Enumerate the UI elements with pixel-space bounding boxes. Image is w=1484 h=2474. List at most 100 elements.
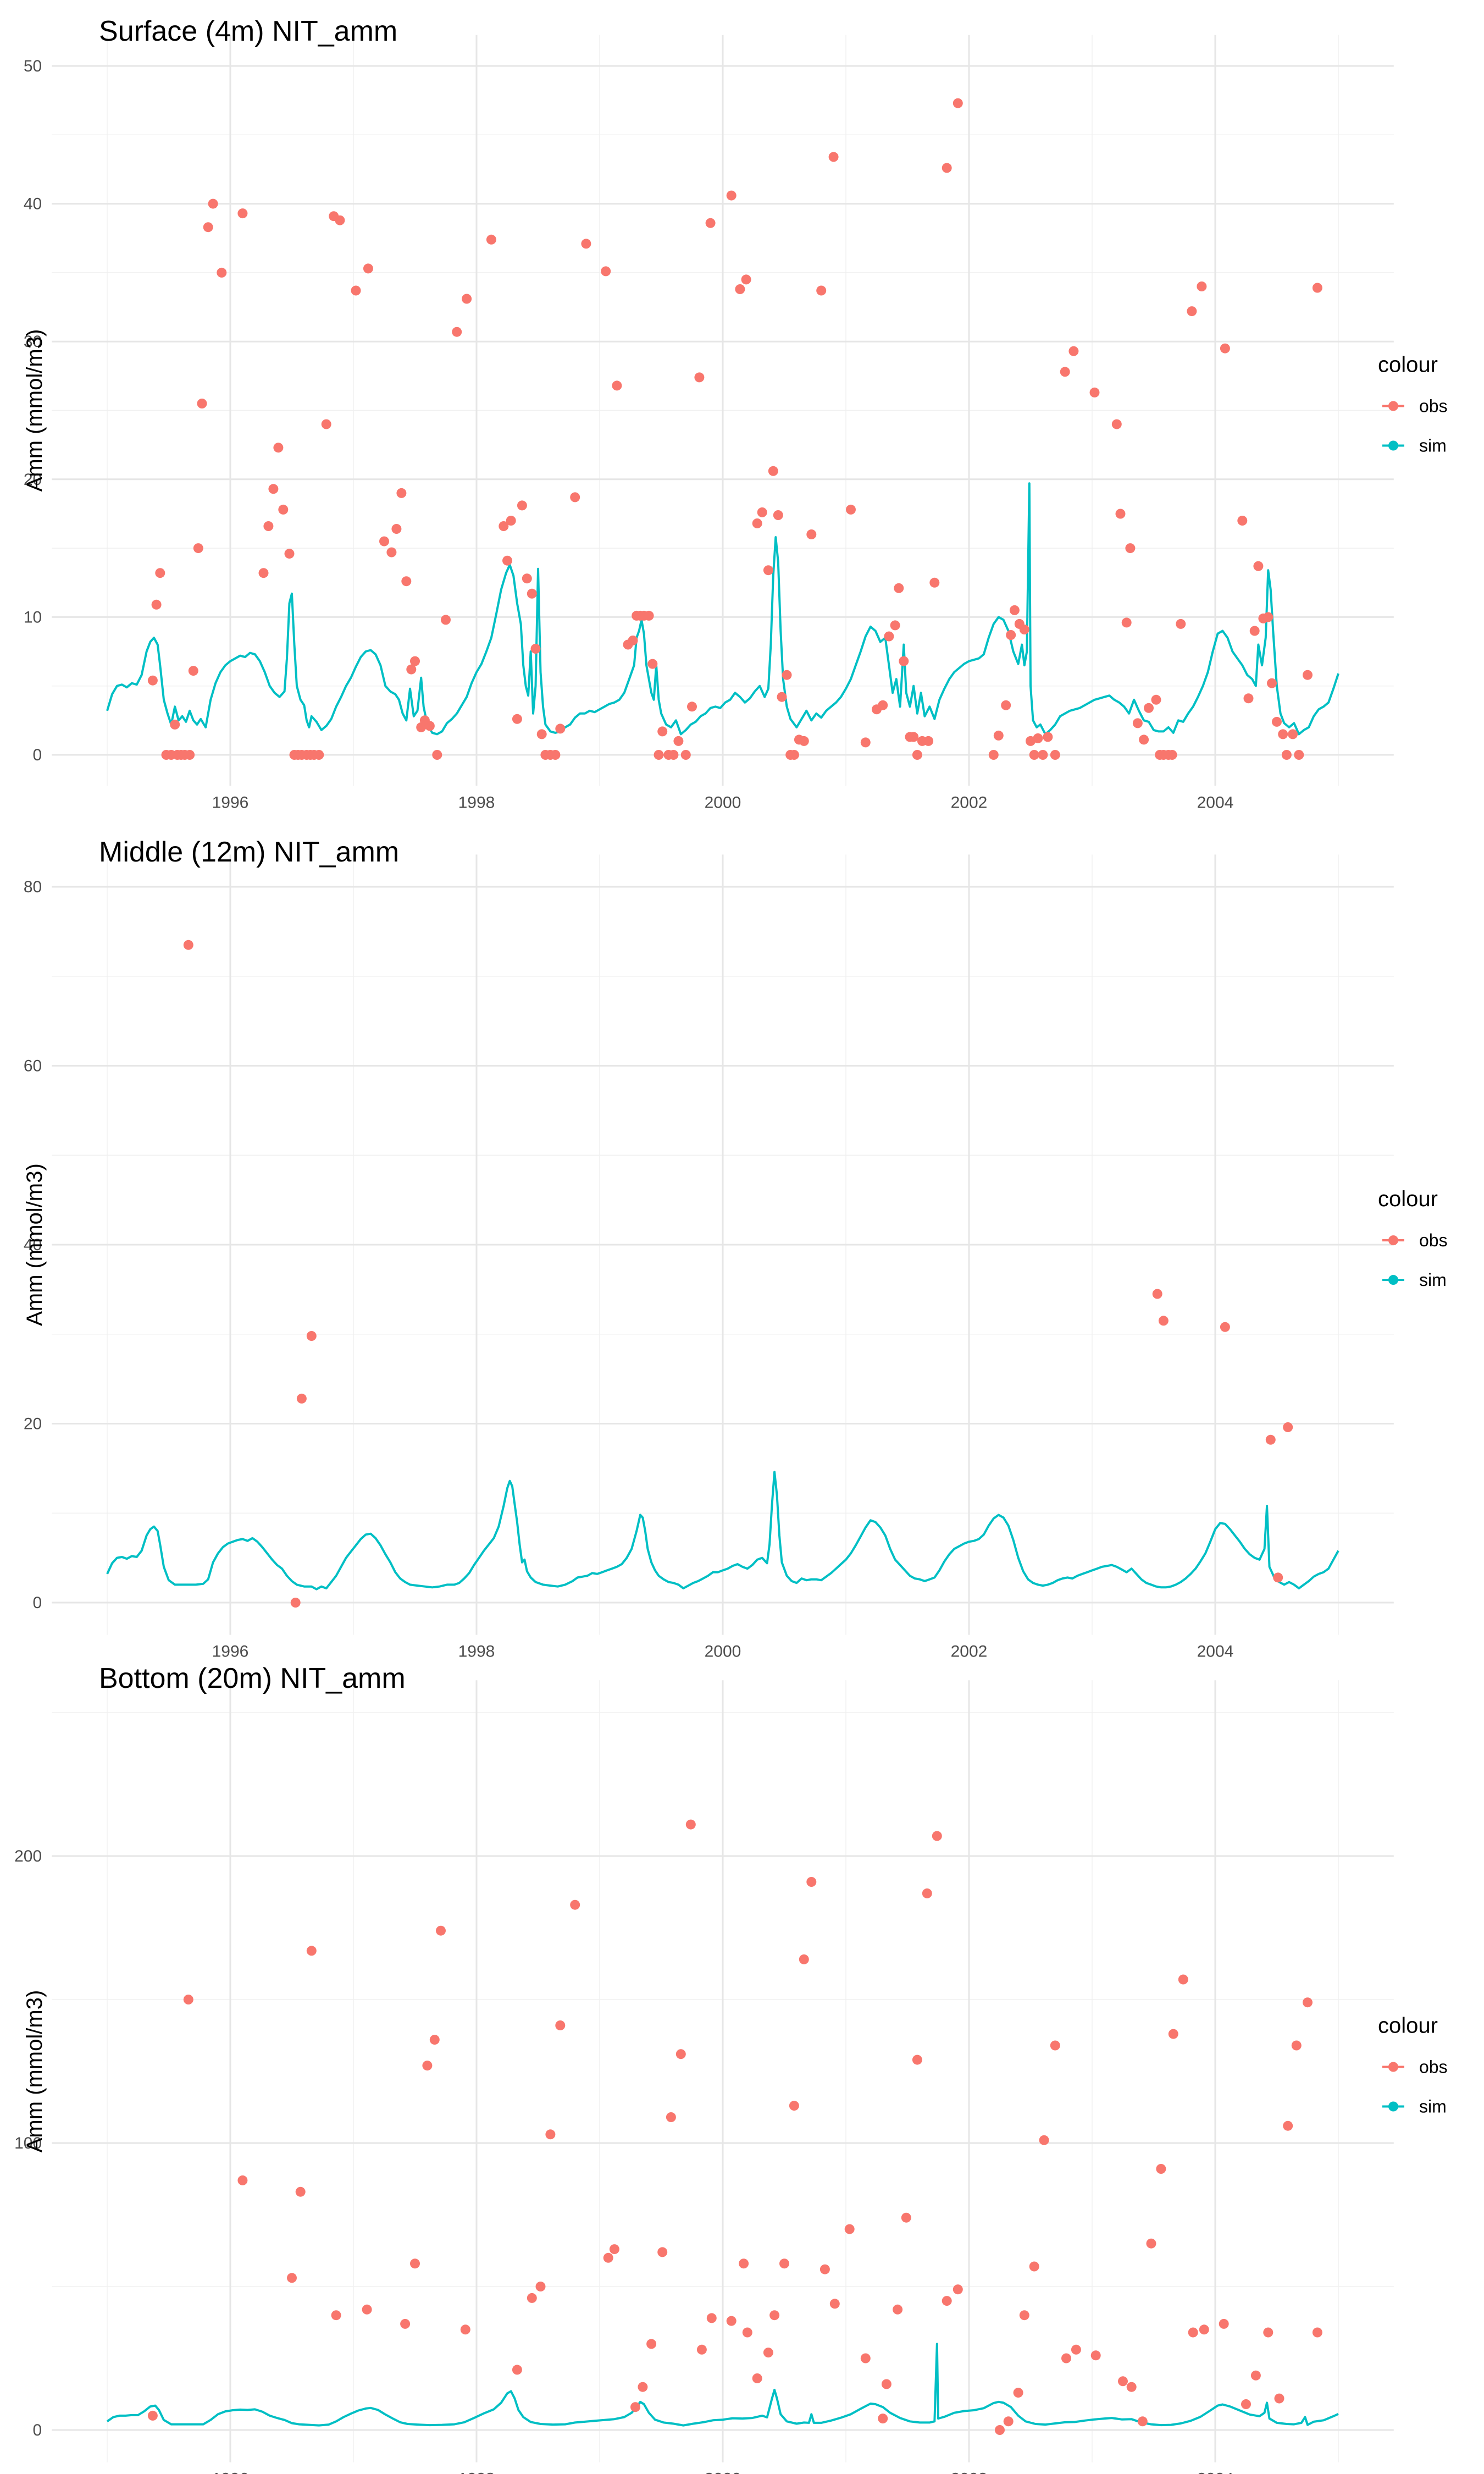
- data-point-obs: [517, 500, 527, 511]
- data-point-obs: [1121, 617, 1132, 628]
- data-point-obs: [1038, 750, 1048, 760]
- data-point-obs: [1294, 750, 1304, 760]
- chart-title: Surface (4m) NIT_amm: [99, 15, 397, 47]
- chart-panel-2: 1996 1998 2000 2002 2004 0 20 40 60 80 Middle (12m…: [23, 836, 1448, 1661]
- data-point-obs: [1278, 729, 1288, 739]
- legend-key-sim: [1382, 2101, 1404, 2112]
- data-point-obs: [284, 549, 295, 559]
- data-point-obs: [147, 675, 158, 686]
- data-point-obs: [400, 2318, 411, 2329]
- data-point-obs: [666, 2112, 676, 2122]
- data-point-obs: [1001, 700, 1011, 710]
- data-point-obs: [1139, 735, 1149, 745]
- data-point-obs: [860, 737, 871, 748]
- data-point-obs: [1146, 2238, 1156, 2249]
- data-point-obs: [1151, 694, 1161, 705]
- data-point-obs: [1071, 2344, 1081, 2355]
- data-point-obs: [819, 2264, 830, 2274]
- y-tick-label: 20: [24, 1415, 42, 1433]
- data-point-obs: [362, 2304, 372, 2315]
- y-tick-label: 30: [24, 333, 42, 351]
- data-point-obs: [1144, 703, 1154, 713]
- data-point-obs: [752, 2373, 762, 2383]
- data-point-obs: [170, 719, 180, 730]
- data-point-obs: [217, 267, 227, 278]
- data-point-obs: [1137, 2416, 1148, 2427]
- chart-panel-1: 1996 1998 2000 2002 2004 0 10 20 30 40 50 Surface (…: [23, 15, 1448, 811]
- data-point-obs: [782, 670, 792, 680]
- data-point-obs: [1178, 1974, 1188, 1985]
- data-point-obs: [499, 521, 509, 531]
- data-point-obs: [942, 163, 952, 173]
- data-point-obs: [1273, 1572, 1283, 1583]
- data-point-obs: [314, 750, 324, 760]
- data-point-obs: [763, 565, 773, 576]
- chart-panel-3: 1996 1998 2000 2002 2004 0 100 200 Bottom (20m) …: [14, 1663, 1447, 2474]
- legend-label-obs: obs: [1419, 2057, 1448, 2077]
- data-point-obs: [628, 636, 638, 645]
- data-point-obs: [237, 2175, 248, 2185]
- data-point-obs: [1263, 612, 1273, 622]
- data-point-obs: [570, 492, 580, 502]
- data-point-obs: [335, 215, 345, 225]
- data-point-obs: [391, 524, 402, 534]
- legend-key-obs: [1382, 1235, 1404, 1245]
- data-point-obs: [769, 2310, 780, 2321]
- x-tick-label: 2004: [1197, 2470, 1234, 2474]
- data-point-obs: [799, 1954, 809, 1964]
- data-point-obs: [1019, 2310, 1029, 2321]
- data-point-obs: [601, 266, 611, 277]
- data-point-obs: [890, 620, 900, 631]
- data-point-obs: [410, 656, 420, 666]
- data-point-obs: [536, 729, 547, 739]
- x-tick-label: 2000: [705, 793, 741, 811]
- data-point-obs: [1132, 718, 1143, 728]
- data-point-obs: [1013, 2388, 1023, 2398]
- data-point-obs: [1068, 346, 1079, 356]
- data-point-obs: [188, 666, 198, 676]
- data-point-obs: [878, 2414, 888, 2424]
- legend-title: colour: [1378, 353, 1438, 377]
- data-point-obs: [321, 419, 331, 429]
- data-point-obs: [644, 610, 654, 621]
- data-point-obs: [1168, 2029, 1178, 2039]
- data-point-obs: [237, 208, 248, 219]
- data-point-obs: [436, 1925, 446, 1936]
- data-point-obs: [893, 2304, 903, 2315]
- data-point-obs: [894, 583, 904, 593]
- data-point-obs: [1167, 750, 1177, 760]
- y-tick-label: 80: [24, 878, 42, 896]
- data-point-obs: [878, 700, 888, 710]
- data-point-obs: [410, 2258, 420, 2269]
- data-point-obs: [654, 750, 664, 760]
- data-point-obs: [1272, 716, 1282, 727]
- data-point-obs: [306, 1331, 317, 1341]
- data-point-obs: [147, 2410, 158, 2421]
- data-point-obs: [923, 736, 934, 746]
- data-point-obs: [1274, 2393, 1284, 2404]
- data-point-obs: [846, 504, 856, 515]
- data-point-obs: [816, 285, 827, 296]
- data-point-obs: [777, 692, 787, 702]
- data-point-obs: [512, 2365, 522, 2375]
- data-point-obs: [1003, 2416, 1014, 2427]
- data-point-obs: [726, 2316, 737, 2326]
- data-point-obs: [1283, 2120, 1293, 2131]
- data-point-obs: [647, 659, 658, 669]
- data-point-obs: [550, 750, 561, 760]
- data-point-obs: [953, 2284, 963, 2295]
- data-point-obs: [657, 2247, 668, 2257]
- x-tick-label: 1998: [458, 793, 495, 811]
- data-point-obs: [988, 750, 999, 760]
- series-line-sim: [106, 1471, 1339, 1591]
- data-point-obs: [789, 2101, 799, 2111]
- data-point-obs: [386, 547, 397, 557]
- data-point-obs: [512, 714, 522, 724]
- data-point-obs: [609, 2244, 619, 2255]
- legend-key-obs: [1382, 401, 1404, 411]
- x-tick-label: 1996: [212, 2470, 249, 2474]
- data-point-obs: [273, 443, 284, 453]
- legend-label-obs: obs: [1419, 1230, 1448, 1250]
- data-point-obs: [741, 274, 751, 285]
